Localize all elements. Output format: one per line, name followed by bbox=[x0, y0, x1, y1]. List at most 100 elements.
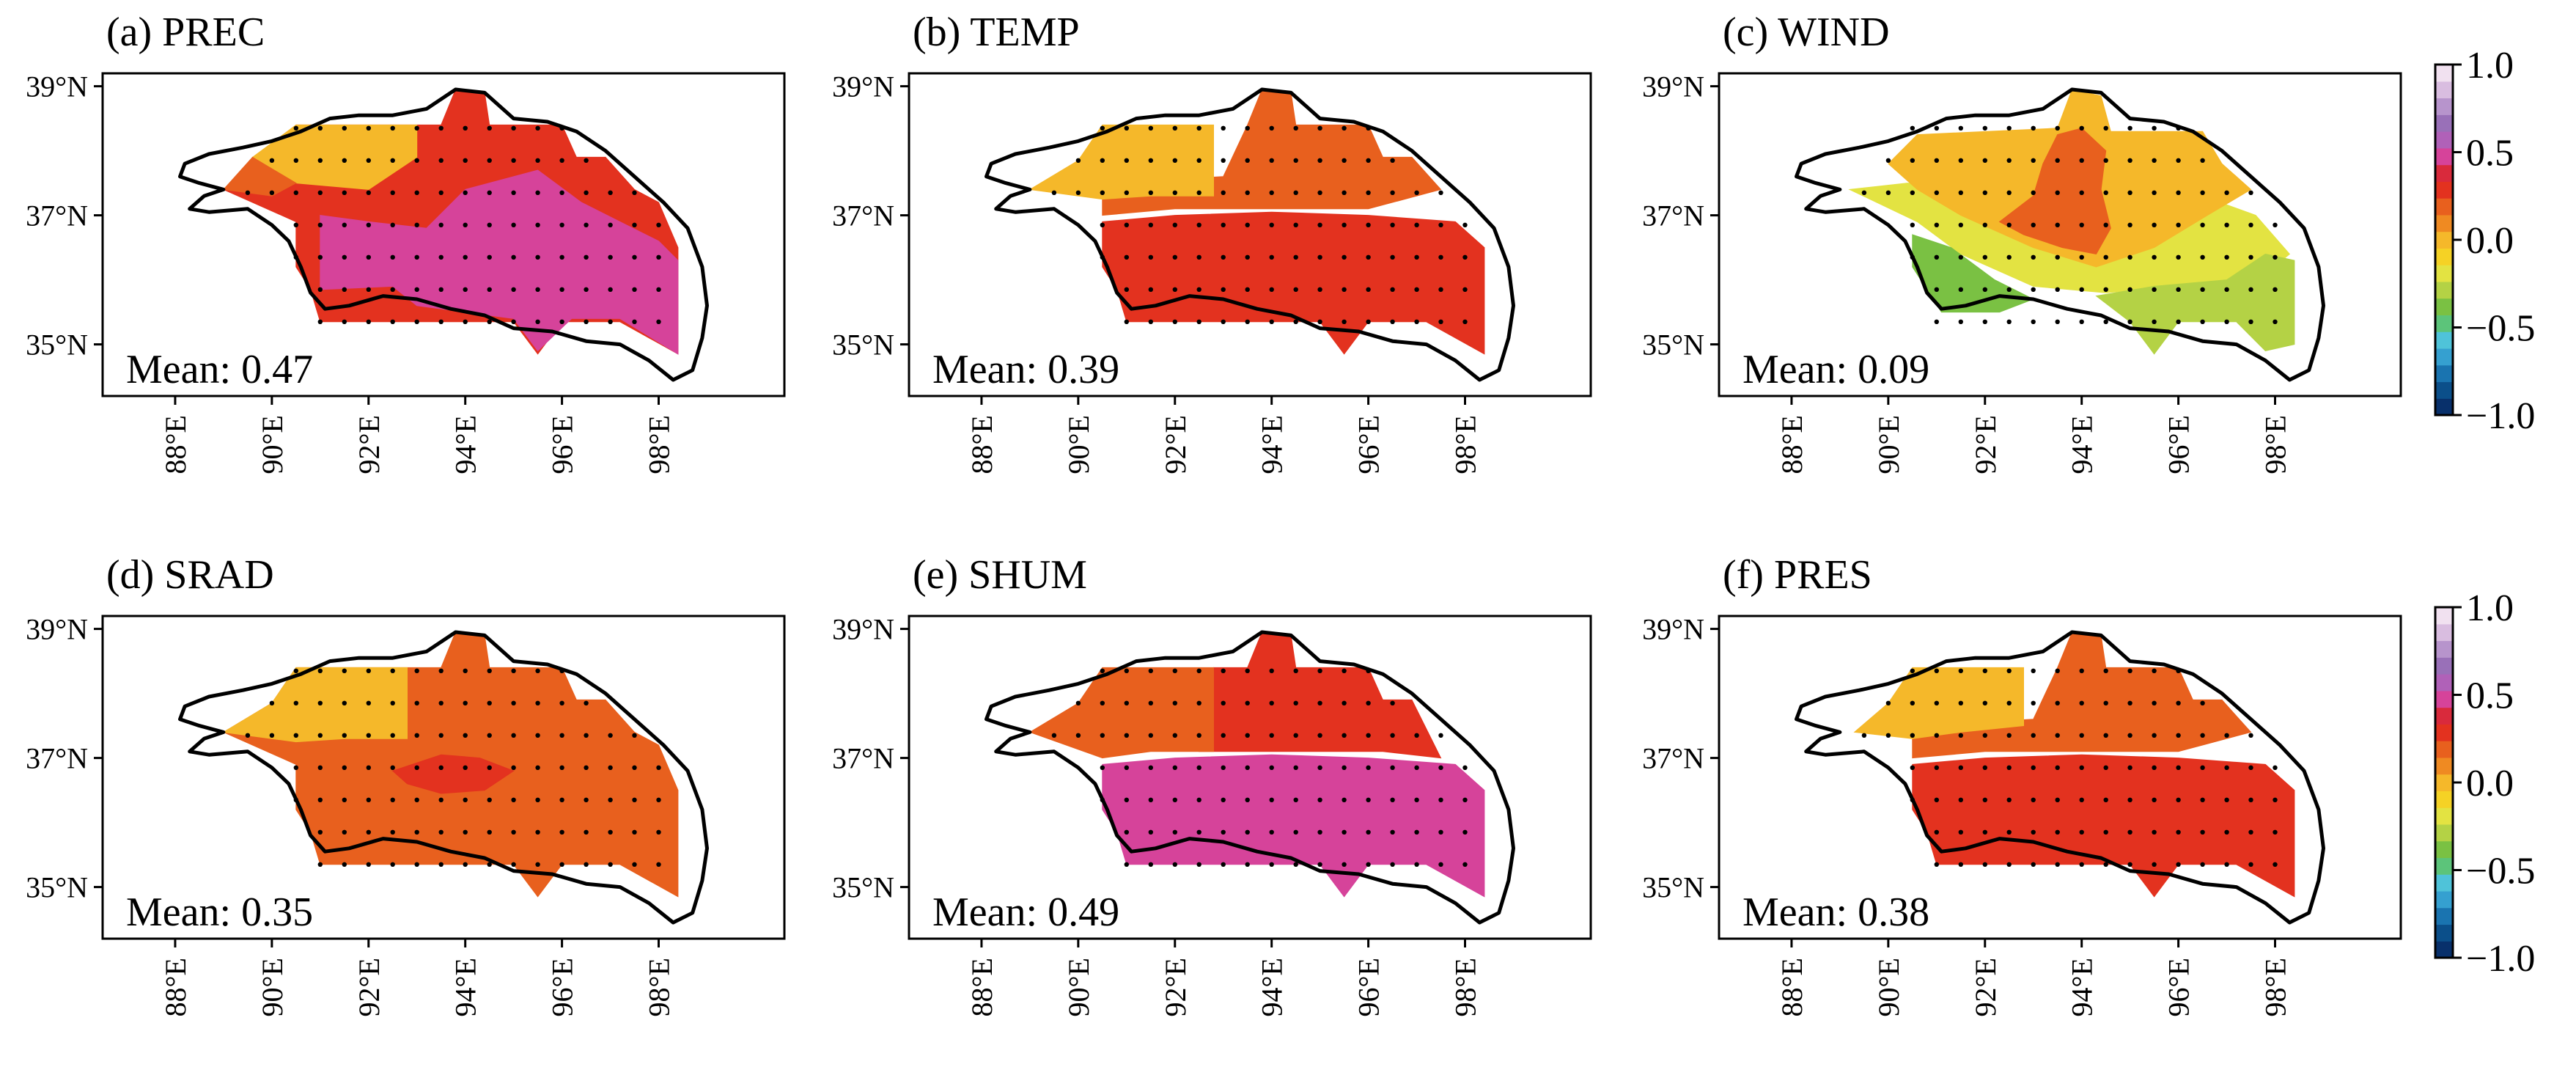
dot bbox=[1148, 254, 1153, 260]
dot bbox=[1885, 190, 1891, 195]
panel-title: (a) PREC bbox=[106, 10, 265, 55]
dot bbox=[608, 765, 613, 770]
dot bbox=[1885, 700, 1891, 705]
dot bbox=[1861, 190, 1867, 195]
dot bbox=[1293, 222, 1298, 227]
dot bbox=[2079, 158, 2084, 163]
dot bbox=[2248, 765, 2253, 770]
basin-outline bbox=[1795, 87, 2325, 382]
dot bbox=[1885, 158, 1891, 163]
dot bbox=[317, 222, 323, 227]
dot bbox=[632, 319, 637, 324]
dot bbox=[1221, 862, 1226, 867]
panel-f: (f) PRES 39°N 37°N 35°N 88°E 90°E 92°E 94°E 96°E… bbox=[1642, 552, 2402, 1016]
dot bbox=[1317, 797, 1322, 802]
dot bbox=[1390, 862, 1395, 867]
dot bbox=[2055, 319, 2060, 324]
dot bbox=[342, 829, 347, 835]
dot bbox=[463, 797, 468, 802]
dot bbox=[1148, 190, 1153, 195]
dot bbox=[1982, 700, 1987, 705]
dot bbox=[438, 862, 444, 867]
dot bbox=[2006, 287, 2012, 292]
dot bbox=[1172, 733, 1177, 738]
dot bbox=[1124, 733, 1129, 738]
dot bbox=[342, 733, 347, 738]
lon-tick-label: 94°E bbox=[2066, 415, 2099, 474]
dot bbox=[1982, 733, 1987, 738]
lat-tick-label: 37°N bbox=[26, 742, 88, 775]
dot bbox=[487, 254, 492, 260]
dot bbox=[2127, 700, 2132, 705]
dot bbox=[390, 862, 395, 867]
dot bbox=[2176, 254, 2181, 260]
dot bbox=[656, 287, 661, 292]
dot bbox=[1172, 254, 1177, 260]
dot bbox=[2152, 287, 2157, 292]
dot bbox=[584, 733, 589, 738]
dot bbox=[559, 733, 564, 738]
dot bbox=[2006, 829, 2012, 835]
dot bbox=[1958, 222, 1963, 227]
dot bbox=[608, 319, 613, 324]
basin-outline bbox=[178, 87, 709, 382]
dot bbox=[2127, 797, 2132, 802]
dot bbox=[293, 158, 298, 163]
dot bbox=[342, 287, 347, 292]
dot bbox=[1958, 797, 1963, 802]
dot bbox=[487, 862, 492, 867]
dot bbox=[1342, 862, 1347, 867]
dot bbox=[1100, 668, 1105, 673]
dot bbox=[1317, 700, 1322, 705]
colorbars-layer: 1.0 0.5 0.0 −0.5 −1.0 1.0 0.5 0.0 −0.5 −1.0 bbox=[2434, 45, 2535, 980]
dot bbox=[559, 254, 564, 260]
colorbar-segment bbox=[2435, 281, 2453, 299]
dot bbox=[2103, 668, 2108, 673]
dot bbox=[511, 797, 516, 802]
dot bbox=[1221, 733, 1226, 738]
dot bbox=[487, 733, 492, 738]
dot bbox=[2079, 222, 2084, 227]
dot bbox=[1958, 254, 1963, 260]
dot bbox=[317, 158, 323, 163]
dot bbox=[1934, 765, 1939, 770]
dot bbox=[2176, 765, 2181, 770]
dot bbox=[2127, 190, 2132, 195]
dot bbox=[1051, 733, 1057, 738]
dot bbox=[317, 319, 323, 324]
dot bbox=[1124, 765, 1129, 770]
lat-tick-label: 35°N bbox=[1642, 871, 1704, 904]
dot bbox=[1366, 797, 1371, 802]
colorbar-segment bbox=[2435, 690, 2453, 708]
dot bbox=[342, 319, 347, 324]
dot bbox=[1172, 829, 1177, 835]
dot bbox=[269, 190, 275, 195]
dot bbox=[1245, 700, 1250, 705]
dot bbox=[632, 829, 637, 835]
dot bbox=[1293, 287, 1298, 292]
dot bbox=[487, 222, 492, 227]
dot bbox=[2079, 319, 2084, 324]
colorbar-segment bbox=[2435, 147, 2453, 166]
lat-tick-label: 39°N bbox=[26, 613, 88, 646]
dot bbox=[1438, 829, 1443, 835]
dot bbox=[1317, 158, 1322, 163]
dot bbox=[293, 125, 298, 131]
dot bbox=[2127, 733, 2132, 738]
dot bbox=[1317, 190, 1322, 195]
dot bbox=[2079, 765, 2084, 770]
dot bbox=[1390, 190, 1395, 195]
dot bbox=[1958, 158, 1963, 163]
dot bbox=[1934, 862, 1939, 867]
dot bbox=[1958, 319, 1963, 324]
dot bbox=[438, 700, 444, 705]
dot bbox=[1462, 829, 1468, 835]
dot bbox=[414, 797, 419, 802]
dot bbox=[2248, 190, 2253, 195]
dot bbox=[1221, 797, 1226, 802]
colorbar-segment bbox=[2435, 907, 2453, 925]
dot bbox=[2127, 829, 2132, 835]
dot bbox=[366, 222, 371, 227]
lon-tick-label: 90°E bbox=[1872, 958, 1905, 1016]
dot bbox=[632, 222, 637, 227]
